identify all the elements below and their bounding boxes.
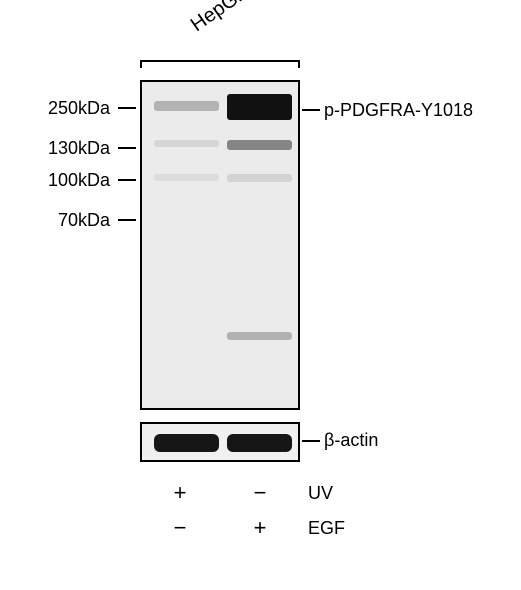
mw-tick bbox=[118, 107, 136, 109]
blot-band bbox=[154, 101, 219, 111]
blot-band bbox=[154, 140, 219, 147]
target-label-main: p-PDGFRA-Y1018 bbox=[324, 100, 473, 121]
treatment-cell: + bbox=[140, 480, 220, 506]
actin-band bbox=[154, 434, 219, 452]
blot-band bbox=[227, 174, 292, 182]
main-blot-membrane bbox=[140, 80, 300, 410]
sample-bracket bbox=[140, 60, 300, 68]
western-blot-figure: HepG2 p-PDGFRA-Y1018 β-actin 250kDa 130kD… bbox=[0, 0, 521, 590]
treatment-row: +−UV bbox=[140, 480, 400, 506]
target-tick-actin bbox=[302, 440, 320, 442]
mw-label: 100kDa bbox=[30, 170, 110, 191]
actin-lane-1 bbox=[154, 424, 219, 460]
actin-lane-2 bbox=[227, 424, 292, 460]
mw-label: 70kDa bbox=[30, 210, 110, 231]
lane-2 bbox=[227, 82, 292, 408]
blot-band bbox=[227, 332, 292, 340]
mw-label: 250kDa bbox=[30, 98, 110, 119]
treatment-cell: − bbox=[140, 515, 220, 541]
actin-blot-membrane bbox=[140, 422, 300, 462]
treatment-cell: + bbox=[220, 515, 300, 541]
blot-band bbox=[154, 174, 219, 181]
lane-1 bbox=[154, 82, 219, 408]
treatment-name: EGF bbox=[308, 518, 345, 539]
target-tick-main bbox=[302, 109, 320, 111]
mw-tick bbox=[118, 147, 136, 149]
blot-band bbox=[227, 94, 292, 120]
blot-band bbox=[227, 140, 292, 150]
actin-band bbox=[227, 434, 292, 452]
mw-label: 130kDa bbox=[30, 138, 110, 159]
cell-line-label: HepG2 bbox=[187, 0, 252, 37]
treatment-cell: − bbox=[220, 480, 300, 506]
target-label-actin: β-actin bbox=[324, 430, 378, 451]
treatment-name: UV bbox=[308, 483, 333, 504]
mw-tick bbox=[118, 219, 136, 221]
treatment-row: −+ EGF bbox=[140, 515, 400, 541]
mw-tick bbox=[118, 179, 136, 181]
